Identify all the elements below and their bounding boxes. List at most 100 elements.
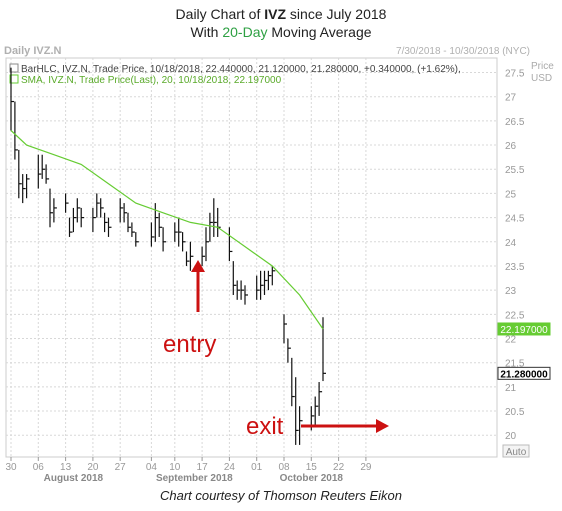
chart-svg: Daily IVZ.N 7/30/2018 - 10/30/2018 (NYC)… [4,45,554,484]
price-bar [322,317,326,382]
price-bar [123,203,128,223]
price-bar [314,396,319,426]
price-bar [201,246,206,266]
auto-scale-button[interactable] [502,444,530,458]
price-bar [236,280,241,300]
y-tick-label: 24 [505,238,517,249]
price-axis-title: Price [531,61,554,72]
price-bar [127,212,131,233]
x-month-label: August 2018 [44,473,104,484]
sma-line [10,130,324,330]
chart-title-line1: Daily Chart of IVZ since July 2018 [175,6,387,22]
price-bar [92,207,96,233]
x-tick-label: 01 [251,462,263,473]
y-tick-label: 24.5 [505,214,525,225]
entry-arrow-head [191,260,205,272]
price-bar [185,251,190,266]
price-bar [49,188,53,228]
price-bar [68,217,73,237]
exit-arrow-head [376,419,389,433]
legend-bar-text: BarHLC, IVZ.N, Trade Price, 10/18/2018, … [21,64,461,75]
price-bar [45,164,50,184]
plot-area [5,57,498,458]
price-bar [150,222,155,247]
x-month-label: October 2018 [280,473,344,484]
y-tick-label: 23 [505,286,517,297]
y-tick-label: 25.5 [505,165,525,176]
x-tick-label: 20 [87,462,99,473]
price-bar [213,198,217,237]
chart-name: Daily IVZ.N [4,45,62,57]
y-tick-label: 26 [505,141,517,152]
x-tick-label: 27 [115,462,127,473]
sma-price-tag: 22.197000 [497,322,551,336]
price-bar [267,270,272,291]
price-bar [182,232,186,252]
price-bar [103,212,108,233]
price-bar [232,261,237,295]
x-tick-label: 04 [146,462,158,473]
x-month-label: September 2018 [156,473,233,484]
y-tick-label: 27.5 [505,69,525,80]
y-tick-label: 20 [505,431,517,442]
price-bar [205,227,209,262]
price-bar [240,280,245,300]
legend-sma-text: SMA, IVZ.N, Trade Price(Last), 20, 10/18… [21,75,282,86]
y-tick-label: 23.5 [505,262,525,273]
price-bar [283,314,287,344]
price-tags: 22.197000 21.280000 [497,322,551,380]
price-bar [100,198,104,218]
price-bar [260,270,264,300]
legend-bar-icon [9,63,19,73]
price-bar [162,227,167,252]
auto-scale-label: Auto [506,447,527,458]
price-bar [287,338,291,363]
price-bar [26,174,30,199]
price-bar [299,406,303,445]
price-bar [37,154,42,189]
legend: BarHLC, IVZ.N, Trade Price, 10/18/2018, … [9,63,461,86]
price-bar [18,149,22,199]
price-bar [80,207,85,228]
price-bar [64,193,69,213]
x-tick-label: 15 [306,462,318,473]
y-tick-label: 27 [505,93,517,104]
price-bar [256,275,260,300]
y-tick-label: 21 [505,383,517,394]
price-bar [209,212,213,242]
y-axis: 20 20.5 21 21.5 22 22.5 23 23.5 24 24.5 25 25.5 26 26… [505,69,525,443]
price-bar [72,207,77,233]
price-bars [10,67,326,445]
last-price-tag: 21.280000 [497,366,551,380]
y-tick-label: 21.5 [505,359,525,370]
price-bar [263,270,268,295]
sma-price-tag-box [497,322,551,336]
date-range: 7/30/2018 - 10/30/2018 (NYC) [396,46,530,57]
price-bar [22,174,26,204]
y-tick-label: 26.5 [505,117,525,128]
price-bar [244,285,248,305]
y-tick-label: 22 [505,335,517,346]
y-tick-label: 25 [505,189,517,200]
entry-label: entry [163,331,216,358]
x-tick-label: 08 [278,462,290,473]
exit-annotation: exit [246,413,389,440]
price-bar [107,217,112,237]
x-tick-label: 24 [224,462,236,473]
sma-price-tag-label: 22.197000 [500,325,548,336]
price-bar [119,198,124,223]
price-bar [318,382,323,416]
x-tick-label: 06 [33,462,45,473]
x-tick-label: 29 [360,462,372,473]
price-bar [41,154,46,179]
price-bar [76,198,81,223]
price-bar [96,193,100,218]
exit-label: exit [246,413,284,440]
last-price-tag-box [497,366,551,380]
price-bar [131,222,135,237]
chart-title-line2: With 20-Day Moving Average [190,24,372,40]
legend-sma-icon [9,74,19,84]
price-bar [158,212,163,237]
price-bar [135,232,139,247]
x-tick-label: 13 [60,462,72,473]
